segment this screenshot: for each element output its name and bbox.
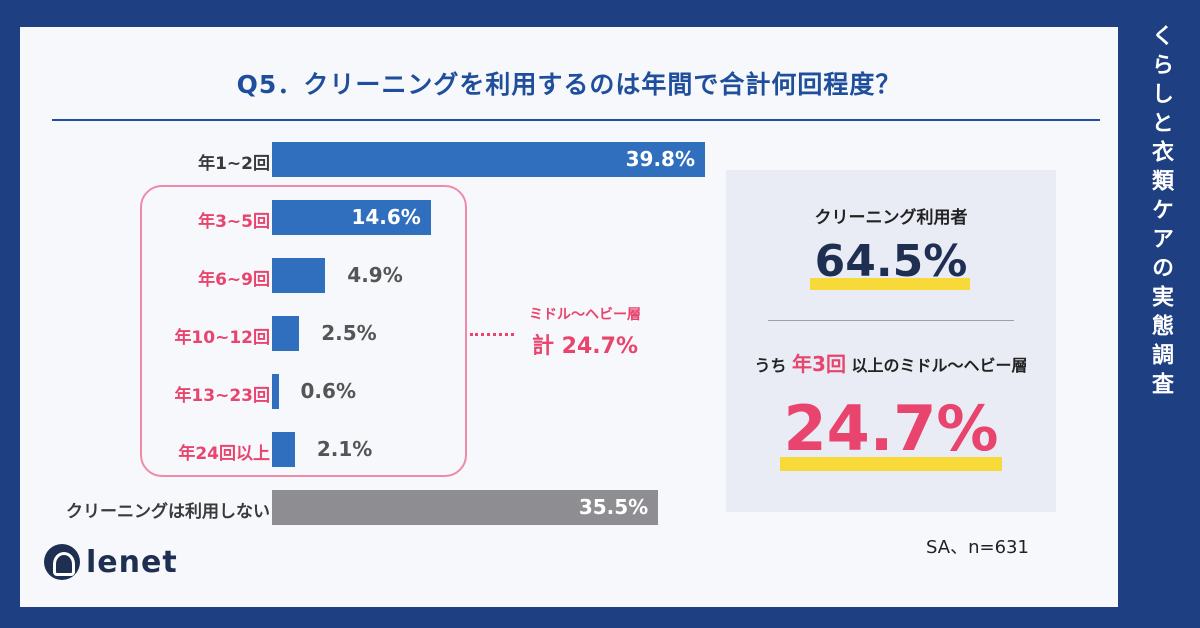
category-label: 年24回以上 [178,444,270,464]
summary-panel: クリーニング利用者 64.5% うち 年3回 以上のミドル〜ヘビー層 24.7% [726,170,1056,512]
bar [272,374,279,409]
mid-heavy-group-frame [140,185,467,477]
category-label: 年1~2回 [198,154,270,174]
bar [272,432,295,467]
bar [272,258,326,293]
bar [272,142,705,177]
mid-heavy-label-suffix: 以上のミドル〜ヘビー層 [851,356,1028,375]
hanger-icon [44,544,80,580]
lenet-logo: lenet [44,544,178,580]
group-callout-label: ミドル〜ヘビー層 [529,307,641,323]
mid-heavy-label-emphasis: 年3回 [792,352,846,376]
category-label: 年3~5回 [198,212,270,232]
sample-note: SA、n=631 [926,537,1029,558]
mid-heavy-value: 24.7% [783,392,999,465]
logo-text: lenet [86,544,178,580]
value-label: 39.8% [625,147,695,171]
category-label: 年10~12回 [174,328,270,348]
mid-heavy-label-prefix: うち [754,356,787,375]
value-label: 2.1% [316,437,373,461]
category-label: クリーニングは利用しない [66,502,270,522]
value-label: 14.6% [351,205,421,229]
side-title: くらしと衣類ケアの実態調査 [1148,24,1173,401]
group-connector [470,333,514,336]
chart-title: Q5．クリーニングを利用するのは年間で合計何回程度？ [236,70,902,99]
group-callout-value: 計 24.7% [532,334,638,359]
users-highlight [810,278,970,290]
users-value: 64.5% [814,236,968,287]
title-divider [52,119,1100,121]
value-label: 2.5% [321,321,377,345]
bar [272,490,659,525]
mid-heavy-highlight [780,457,1002,471]
category-label: 年13~23回 [174,386,270,406]
bar [272,316,300,351]
panel-divider [768,320,1014,321]
bar [272,200,431,235]
mid-heavy-label: うち 年3回 以上のミドル〜ヘビー層 [726,348,1056,377]
users-label: クリーニング利用者 [814,208,968,228]
category-label: 年6~9回 [198,270,270,290]
value-label: 4.9% [347,263,403,287]
value-label: 0.6% [300,379,356,403]
value-label: 35.5% [578,495,649,519]
